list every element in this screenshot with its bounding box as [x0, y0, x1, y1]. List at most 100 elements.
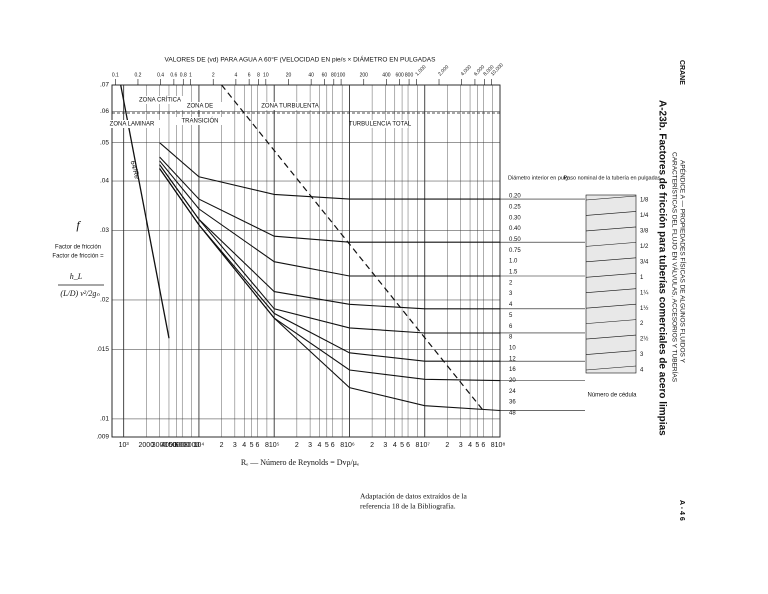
nominal-tick [585, 288, 637, 294]
nominal-label: 1 [640, 275, 644, 281]
diameter-label: 8 [509, 335, 513, 341]
diameter-label: 10 [509, 345, 516, 351]
top-tick-label: 200 [360, 72, 369, 78]
annotation-bg [352, 120, 408, 128]
x-tick-label: 2 [295, 442, 299, 449]
top-tick-label: 800 [405, 72, 414, 78]
top-tick-label: 100 [337, 72, 346, 78]
annotation-bg [132, 96, 188, 104]
x-tick-label: 6 [331, 442, 335, 449]
nominal-label: 2 [640, 321, 644, 327]
diameter-label: 4 [509, 302, 513, 308]
friction-curve [159, 156, 500, 243]
x-label: Rₑ — Número de Reynolds = Dvρ/μₑ [241, 458, 359, 467]
x-tick-label: 6000 [174, 442, 190, 449]
annotation: ZONA TURBULENTA [261, 104, 318, 110]
x-tick-label: 3 [459, 442, 463, 449]
nominal-label: 1¼ [640, 290, 649, 296]
nominal-tick [585, 350, 637, 355]
diameter-label: 0.30 [509, 215, 521, 221]
x-tick-label: 10³ [119, 442, 130, 449]
diameter-label: 5 [509, 313, 513, 319]
top-tick-label: 40 [308, 72, 314, 78]
nominal-label: 3/8 [640, 228, 649, 234]
top-tick-label: 0.4 [157, 72, 164, 78]
y-tick-label: .02 [100, 297, 109, 304]
x-tick-label: 8000 [184, 442, 200, 449]
diameter-label: 0.50 [509, 237, 521, 243]
x-tick-label: 8 [340, 442, 344, 449]
x-tick-label: 6 [256, 442, 260, 449]
diameter-label: 1.5 [509, 270, 518, 276]
formula-lhs: Factor de fricción = [52, 254, 104, 260]
nominal-label: 2½ [640, 336, 648, 343]
top-tick-label: 6 [248, 72, 251, 78]
nominal-tick [585, 195, 637, 201]
x-tick-label: 3 [233, 442, 237, 449]
nominal-tick [585, 334, 637, 340]
diameter-label: 3 [509, 291, 513, 297]
top-tick-label: 1 [189, 72, 192, 78]
diameter-label: 20 [509, 378, 516, 384]
nominal-tick [585, 272, 637, 278]
nominal-tick [585, 226, 637, 232]
top-tick-label: 0.2 [134, 72, 141, 78]
nominal-label: 1½ [640, 305, 648, 312]
x-tick-label: 2 [220, 442, 224, 449]
x-tick-label: 5 [400, 442, 404, 449]
diameter-label: 12 [509, 356, 516, 362]
x-tick-label: 8 [491, 442, 495, 449]
friction-curve [159, 160, 500, 277]
top-tick-label: 0.8 [180, 72, 187, 78]
top-tick-label: 0.6 [170, 72, 177, 78]
annotation: ZONA DE [187, 104, 213, 110]
top-tick-label: 80 [331, 72, 337, 78]
y-tick-label: .07 [100, 82, 109, 89]
appendix-2: CARACTERÍSTICAS DEL FLUJO EN VÁLVULAS, A… [670, 152, 679, 383]
annotation: ZONA CRÍTICA [139, 97, 181, 104]
x-tick-label: 3 [383, 442, 387, 449]
formula-num: h_L [70, 272, 83, 281]
diameter-label: 24 [509, 389, 516, 395]
x-tick-label: 3000 [152, 442, 168, 449]
x-tick-label: 4 [318, 442, 322, 449]
source: Adaptación de datos extraídos de la [360, 492, 468, 501]
nominal-title: Paso nominal de la tubería en pulgadas [564, 175, 661, 181]
nominal-tick [585, 365, 637, 371]
diameter-label: 48 [509, 411, 516, 417]
y-tick-label: .04 [100, 178, 109, 185]
nominal-label: 3/4 [640, 259, 649, 265]
x-tick-label: 5000 [168, 442, 184, 449]
nominal-label: 1/2 [640, 244, 649, 250]
top-tick-label: 400 [382, 72, 391, 78]
nominal-tick [585, 319, 637, 324]
diameter-label: 2 [509, 280, 513, 286]
diameter-label: 0.40 [509, 226, 521, 232]
annotation: ZONA LAMINAR [110, 122, 155, 128]
nominal-label: 3 [640, 352, 644, 358]
annotation-bg [104, 120, 160, 128]
top-tick-label: 4 [234, 72, 237, 78]
x-tick-label: 4000 [161, 442, 177, 449]
page-number: A - 4 6 [678, 500, 685, 521]
x-tick-label: 10⁶ [344, 442, 355, 449]
top-tick-label: 8 [257, 72, 260, 78]
x-tick-label: 4 [393, 442, 397, 449]
annotation-bg [172, 102, 228, 110]
nominal-box [585, 194, 637, 374]
top-tick-label: 20 [286, 72, 292, 78]
nominal-label: 1/4 [640, 213, 649, 219]
annotation: TRANSICIÓN [181, 118, 218, 125]
schedule-title: Número de cédula [587, 393, 637, 399]
nominal-label: 4 [640, 368, 644, 374]
y-label: f [76, 218, 81, 232]
laminar-line [120, 84, 170, 339]
y-tick-label: .009 [96, 434, 109, 441]
diameter-label: 1.0 [509, 259, 518, 265]
y-tick-label: .03 [100, 227, 109, 234]
x-tick-label: 2 [370, 442, 374, 449]
x-tick-label: 4 [242, 442, 246, 449]
x-tick-label: 2 [445, 442, 449, 449]
